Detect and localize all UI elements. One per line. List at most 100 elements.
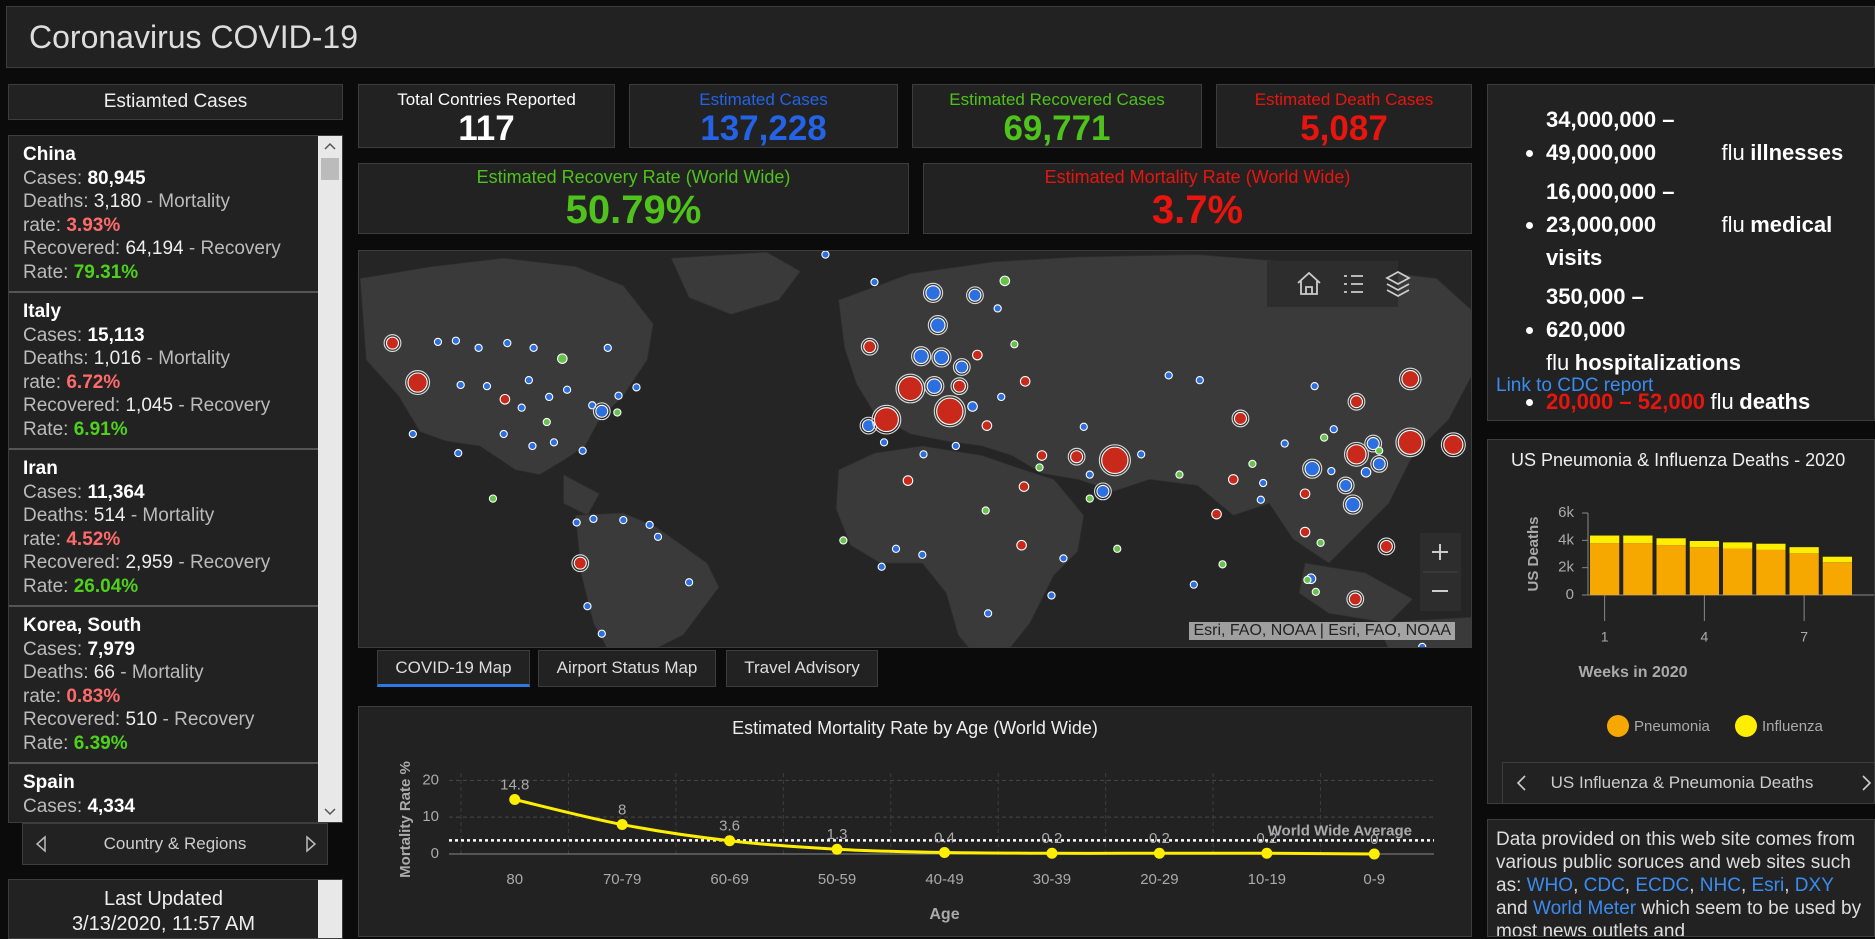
- source-link[interactable]: Esri: [1751, 875, 1785, 896]
- case-marker: [877, 562, 886, 571]
- case-marker: [968, 288, 982, 302]
- bar-segment: [1623, 535, 1653, 544]
- case-marker: [549, 438, 559, 447]
- marker-ring: [1347, 392, 1366, 411]
- x-tick-label: 0-9: [1363, 871, 1385, 888]
- y-axis-label: Mortality Rate %: [397, 761, 414, 878]
- case-marker: [936, 397, 964, 425]
- source-link[interactable]: DXY: [1794, 875, 1834, 896]
- rate-label: Estimated Recovery Rate (World Wide): [476, 167, 791, 187]
- case-marker: [926, 378, 942, 394]
- map[interactable]: Esri, FAO, NOAA | Esri, FAO, NOAA: [358, 250, 1472, 648]
- point: [724, 835, 736, 847]
- case-marker: [482, 382, 492, 391]
- case-marker: [870, 277, 879, 287]
- last-updated-label: Last Updated: [104, 888, 223, 910]
- case-marker: [407, 372, 428, 393]
- x-tick-label: 40-49: [925, 871, 963, 888]
- case-marker: [1113, 544, 1122, 553]
- recovery-label: - Recovery Rate:: [23, 238, 281, 283]
- source-link[interactable]: ECDC: [1635, 875, 1690, 896]
- source-link[interactable]: NHC: [1699, 875, 1741, 896]
- country-item[interactable]: Iran Cases: 11,364 Deaths: 514- Mortality ra…: [9, 450, 318, 607]
- scroll-down[interactable]: [324, 808, 336, 816]
- case-marker: [1375, 446, 1384, 455]
- map-canvas: [359, 251, 1471, 647]
- source-link[interactable]: CDC: [1583, 875, 1625, 896]
- pneumonia-chart: US Pneumonia & Influenza Deaths - 2020 0 2…: [1511, 450, 1874, 737]
- case-marker: [1316, 538, 1325, 547]
- mortality-value: 0.83%: [66, 685, 121, 707]
- mortality-value: 4.52%: [66, 528, 121, 550]
- nav-next[interactable]: [306, 835, 317, 853]
- greenland: [670, 251, 801, 315]
- flu-outcome: medical visits: [1546, 212, 1833, 270]
- case-marker: [981, 506, 990, 515]
- marker-ring: [871, 404, 902, 435]
- value-label: 14.8: [500, 776, 529, 793]
- country-item[interactable]: Spain Cases: 4,334: [9, 764, 318, 822]
- case-marker: [983, 609, 993, 618]
- cases-list[interactable]: China Cases: 80,945 Deaths: 3,180- Mortality…: [8, 135, 343, 823]
- marker-ring: [1098, 444, 1131, 477]
- recovery-label: - Recovery Rate:: [23, 395, 271, 440]
- nav-arrows: [35, 835, 317, 853]
- scroll-thumb[interactable]: [321, 158, 339, 180]
- point: [1261, 847, 1273, 859]
- case-marker: [562, 385, 572, 394]
- cdc-link[interactable]: Link to CDC report: [1496, 375, 1654, 396]
- case-marker: [897, 376, 923, 402]
- case-marker: [1018, 481, 1030, 492]
- chart-prev[interactable]: [1516, 775, 1526, 791]
- recovered-line: Recovered: 1,045- Recovery Rate: 6.91%: [23, 394, 304, 441]
- cases-label: Cases:: [23, 167, 83, 189]
- case-marker: [919, 450, 928, 459]
- scroll-up[interactable]: [324, 142, 336, 150]
- tab[interactable]: Travel Advisory: [726, 650, 878, 687]
- case-marker: [1303, 575, 1312, 585]
- case-marker: [1096, 484, 1110, 498]
- deaths-value: 514: [93, 505, 126, 526]
- marker-ring: [966, 286, 984, 305]
- case-marker: [951, 441, 960, 451]
- tab[interactable]: Airport Status Map: [538, 650, 716, 687]
- value-label: 1.3: [827, 826, 848, 843]
- case-marker: [645, 520, 654, 530]
- chart-next[interactable]: [1862, 775, 1872, 791]
- tab[interactable]: COVID-19 Map: [377, 650, 530, 687]
- case-marker: [1348, 592, 1362, 606]
- country-item[interactable]: China Cases: 80,945 Deaths: 3,180- Mortality…: [9, 136, 318, 293]
- source-link[interactable]: WHO: [1526, 875, 1574, 896]
- country-item[interactable]: Italy Cases: 15,113 Deaths: 1,016- Mortality…: [9, 293, 318, 450]
- case-marker: [999, 275, 1011, 287]
- x-tick-label: 50-59: [818, 871, 856, 888]
- case-marker: [1329, 425, 1338, 434]
- scrollbar[interactable]: [318, 136, 342, 822]
- value-label: 0: [1370, 831, 1378, 848]
- source-link[interactable]: World Meter: [1532, 898, 1637, 919]
- legend-button[interactable]: [1344, 275, 1363, 293]
- layers-button[interactable]: [1385, 270, 1411, 298]
- value-label: 0.2: [1042, 830, 1063, 847]
- x-tick-label: 60-69: [710, 871, 748, 888]
- country-item[interactable]: Korea, South Cases: 7,979 Deaths: 66- Mortal…: [9, 607, 318, 764]
- source-text: Data provided on this web site comes fro…: [1496, 829, 1856, 896]
- nav-prev[interactable]: [35, 835, 46, 853]
- case-marker: [1310, 382, 1319, 391]
- marker-ring: [1302, 458, 1323, 479]
- case-marker: [1164, 371, 1173, 380]
- case-marker: [925, 285, 941, 301]
- scrollbar[interactable]: [318, 880, 342, 938]
- case-marker: [1016, 539, 1027, 551]
- country-name: Iran: [23, 458, 58, 479]
- bar-segment: [1656, 538, 1686, 546]
- source-text: ,: [1740, 875, 1752, 896]
- marker-ring: [1231, 409, 1250, 428]
- stat-value: 117: [458, 109, 515, 148]
- zoom-in[interactable]: [1432, 544, 1448, 560]
- case-marker: [902, 475, 914, 486]
- home-button[interactable]: [1297, 271, 1321, 295]
- case-marker: [821, 251, 830, 259]
